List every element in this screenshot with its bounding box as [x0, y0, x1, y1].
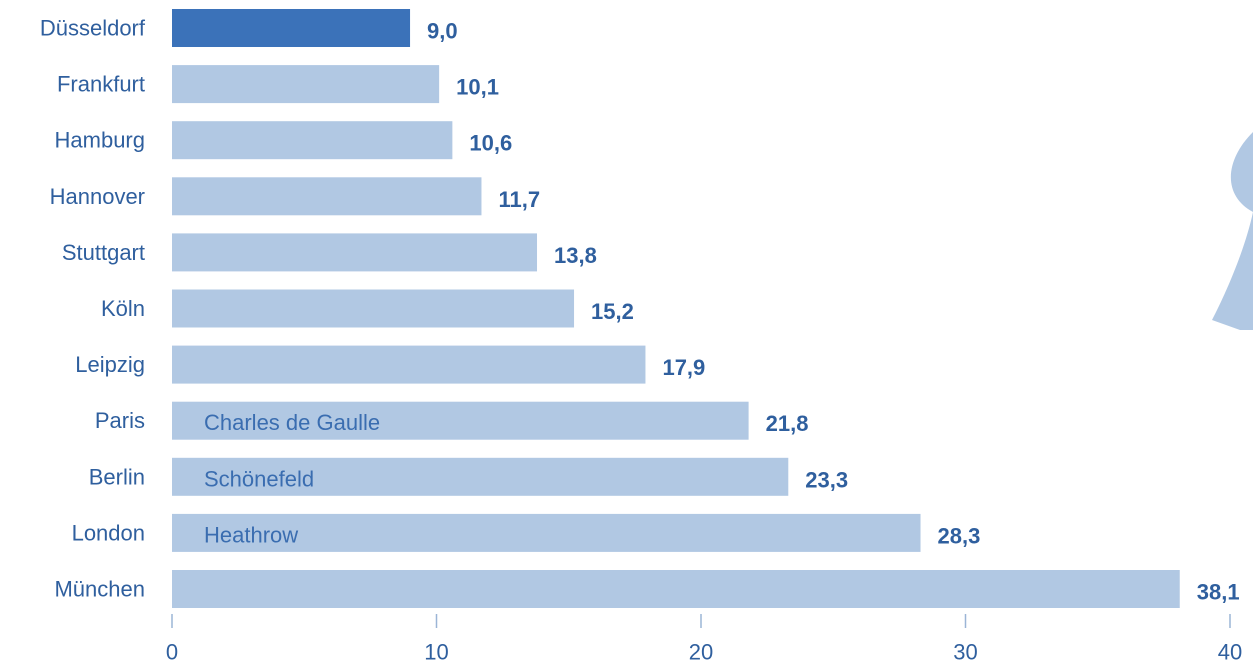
- category-label: Hannover: [50, 184, 145, 209]
- value-label: 10,6: [469, 131, 512, 156]
- x-tick-label: 30: [953, 640, 977, 665]
- bar-7: [172, 401, 749, 440]
- bar-5: [172, 289, 575, 328]
- category-label: London: [72, 520, 145, 545]
- category-label: Paris: [95, 408, 145, 433]
- bar-annotation: Charles de Gaulle: [204, 410, 380, 435]
- category-label: Berlin: [89, 464, 145, 489]
- bar-4: [172, 233, 538, 272]
- x-tick-label: 10: [424, 640, 448, 665]
- value-label: 38,1: [1197, 580, 1240, 605]
- category-label: Köln: [101, 296, 145, 321]
- category-label: Stuttgart: [62, 240, 145, 265]
- bar-6: [172, 345, 646, 384]
- bar-9: [172, 513, 921, 552]
- value-label: 11,7: [498, 187, 540, 212]
- bar-2: [172, 121, 453, 160]
- value-label: 28,3: [938, 523, 981, 548]
- category-label: Leipzig: [75, 352, 145, 377]
- category-label: Düsseldorf: [40, 16, 146, 41]
- bar-3: [172, 177, 482, 216]
- decorative-swoosh-shape: [1212, 132, 1253, 330]
- bar-1: [172, 65, 440, 104]
- x-tick-label: 0: [166, 640, 178, 665]
- value-label: 13,8: [554, 243, 597, 268]
- x-tick-label: 20: [689, 640, 713, 665]
- x-tick-label: 40: [1218, 640, 1242, 665]
- value-label: 15,2: [591, 299, 634, 324]
- value-label: 10,1: [456, 75, 499, 100]
- category-label: München: [54, 577, 145, 602]
- bar-0: [172, 9, 411, 47]
- value-label: 21,8: [766, 411, 809, 436]
- value-label: 9,0: [427, 19, 458, 44]
- category-label: Hamburg: [55, 128, 145, 153]
- bar-annotation: Heathrow: [204, 522, 298, 547]
- value-label: 23,3: [805, 467, 848, 492]
- category-label: Frankfurt: [57, 72, 145, 97]
- bar-annotation: Schönefeld: [204, 466, 314, 491]
- value-label: 17,9: [662, 355, 705, 380]
- bar-10: [172, 570, 1180, 608]
- bar-8: [172, 457, 789, 496]
